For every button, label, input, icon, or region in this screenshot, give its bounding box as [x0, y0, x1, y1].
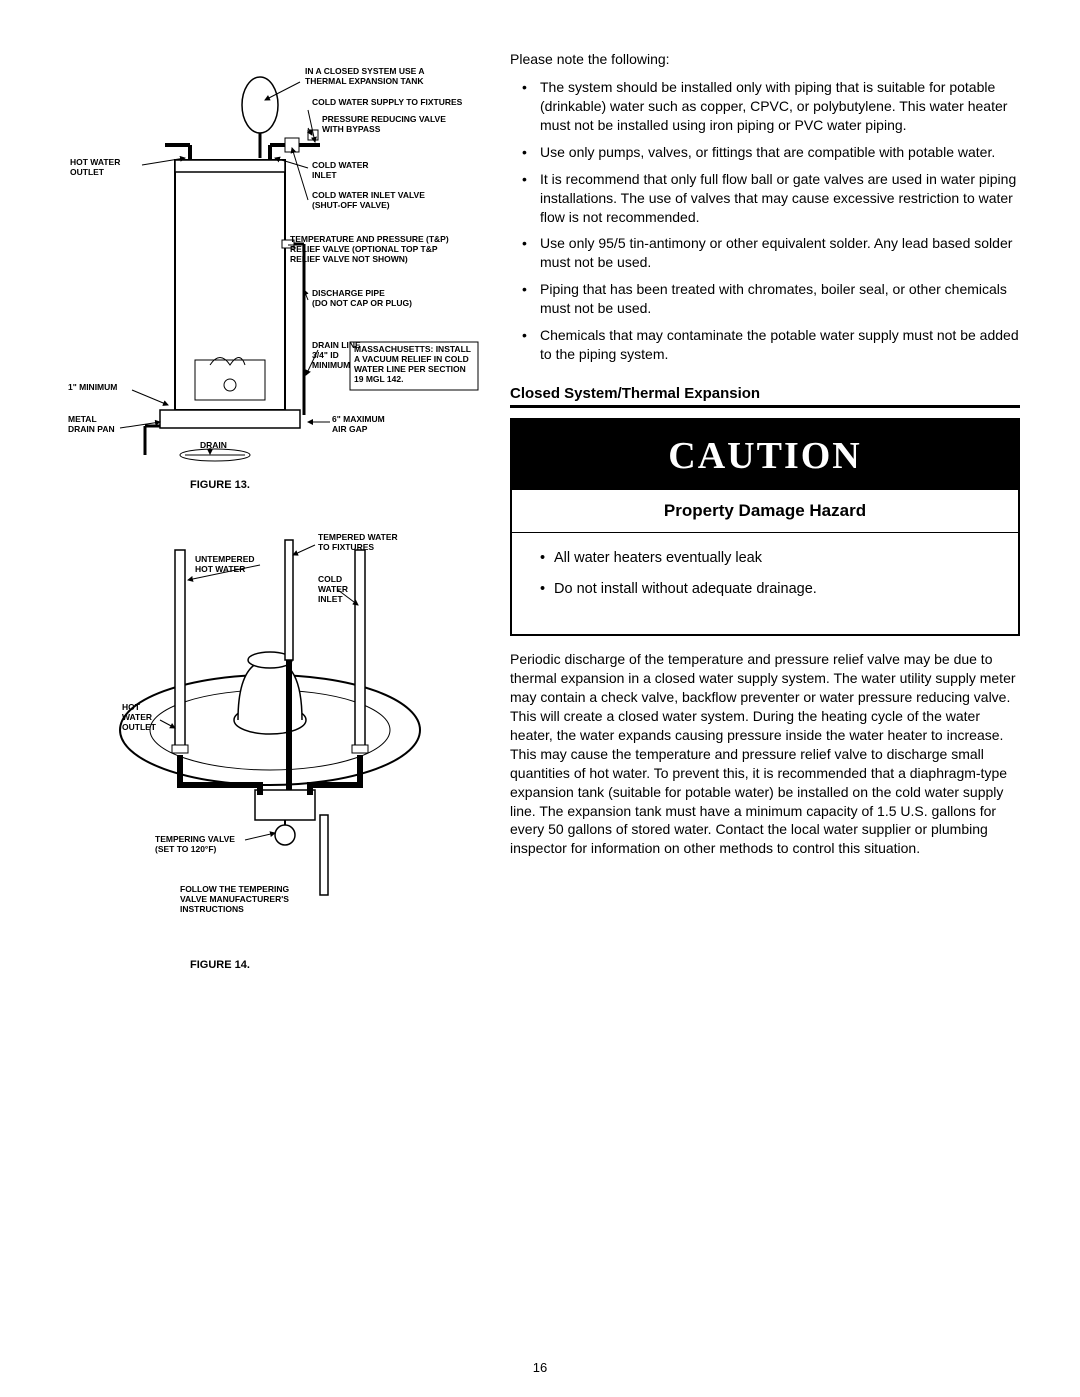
figure-14: TEMPERED WATER TO FIXTURES UNTEMPERED HO… [60, 510, 480, 950]
label-cold-supply: COLD WATER SUPPLY TO FIXTURES [312, 97, 463, 107]
label-airgap-2: AIR GAP [332, 424, 368, 434]
label-follow-1: FOLLOW THE TEMPERING [180, 884, 289, 894]
label-cold-2: WATER [318, 584, 348, 594]
caution-word: CAUTION [668, 435, 861, 477]
label-tempered-1: TEMPERED WATER [318, 532, 398, 542]
label-hotout-2: WATER [122, 712, 152, 722]
bullet-item: Use only pumps, valves, or fittings that… [540, 143, 1020, 162]
section-title: Closed System/Thermal Expansion [510, 384, 1020, 409]
label-tvalve-1: TEMPERING VALVE [155, 834, 235, 844]
label-tp-2: RELIEF VALVE (OPTIONAL TOP T&P [290, 244, 438, 254]
label-discharge-1: DISCHARGE PIPE [312, 288, 385, 298]
label-metal-2: DRAIN PAN [68, 424, 115, 434]
label-hot-1: HOT WATER [70, 157, 120, 167]
label-one-min: 1" MINIMUM [68, 382, 117, 392]
label-mass-3: WATER LINE PER SECTION [354, 364, 466, 374]
figure-14-svg: TEMPERED WATER TO FIXTURES UNTEMPERED HO… [60, 510, 480, 950]
label-tvalve-2: (SET TO 120°F) [155, 844, 217, 854]
label-metal-1: METAL [68, 414, 97, 424]
label-discharge-2: (DO NOT CAP OR PLUG) [312, 298, 412, 308]
label-shutoff-2: (SHUT-OFF VALVE) [312, 200, 390, 210]
label-tempered-2: TO FIXTURES [318, 542, 374, 552]
label-hot-2: OUTLET [70, 167, 105, 177]
figure-13-caption: FIGURE 13. [190, 478, 480, 492]
label-untemp-2: HOT WATER [195, 564, 245, 574]
caution-item: Do not install without adequate drainage… [554, 580, 990, 599]
label-closed-system-1: IN A CLOSED SYSTEM USE A [305, 66, 425, 76]
figure-13-svg: IN A CLOSED SYSTEM USE A THERMAL EXPANSI… [60, 50, 480, 470]
label-mass-1: MASSACHUSETTS: INSTALL [354, 344, 471, 354]
label-airgap-1: 6" MAXIMUM [332, 414, 385, 424]
bullet-item: Use only 95/5 tin-antimony or other equi… [540, 234, 1020, 272]
label-hotout-1: HOT [122, 702, 141, 712]
label-tp-1: TEMPERATURE AND PRESSURE (T&P) [290, 234, 449, 244]
caution-subtitle: Property Damage Hazard [512, 490, 1018, 533]
label-prv-2: WITH BYPASS [322, 124, 381, 134]
label-cold-1: COLD [318, 574, 342, 584]
caution-item: All water heaters eventually leak [554, 549, 990, 568]
caution-header: CAUTION [512, 420, 1018, 489]
label-cold-inlet-2: INLET [312, 170, 337, 180]
bullet-item: It is recommend that only full flow ball… [540, 170, 1020, 227]
bullet-list: The system should be installed only with… [510, 78, 1020, 364]
caution-box: CAUTION Property Damage Hazard All water… [510, 418, 1020, 636]
label-follow-3: INSTRUCTIONS [180, 904, 244, 914]
right-column: Please note the following: The system sh… [510, 50, 1020, 1367]
label-drainline-2: 3/4" ID [312, 350, 339, 360]
caution-body: All water heaters eventually leak Do not… [512, 533, 1018, 635]
label-drain: DRAIN [200, 440, 227, 450]
label-tp-3: RELIEF VALVE NOT SHOWN) [290, 254, 408, 264]
expansion-paragraph: Periodic discharge of the temperature an… [510, 650, 1020, 858]
label-cold-3: INLET [318, 594, 343, 604]
figure-14-caption: FIGURE 14. [190, 958, 480, 972]
label-drainline-3: MINIMUM [312, 360, 350, 370]
figure-13: IN A CLOSED SYSTEM USE A THERMAL EXPANSI… [60, 50, 480, 470]
label-closed-system-2: THERMAL EXPANSION TANK [305, 76, 424, 86]
intro-text: Please note the following: [510, 50, 1020, 68]
label-hotout-3: OUTLET [122, 722, 157, 732]
label-follow-2: VALVE MANUFACTURER'S [180, 894, 289, 904]
left-column: IN A CLOSED SYSTEM USE A THERMAL EXPANSI… [60, 50, 480, 1367]
label-untemp-1: UNTEMPERED [195, 554, 255, 564]
bullet-item: Piping that has been treated with chroma… [540, 280, 1020, 318]
label-shutoff-1: COLD WATER INLET VALVE [312, 190, 425, 200]
label-mass-4: 19 MGL 142. [354, 374, 403, 384]
label-prv-1: PRESSURE REDUCING VALVE [322, 114, 446, 124]
label-cold-inlet-1: COLD WATER [312, 160, 369, 170]
bullet-item: The system should be installed only with… [540, 78, 1020, 135]
page-number: 16 [60, 1360, 1020, 1377]
bullet-item: Chemicals that may contaminate the potab… [540, 326, 1020, 364]
label-mass-2: A VACUUM RELIEF IN COLD [354, 354, 469, 364]
